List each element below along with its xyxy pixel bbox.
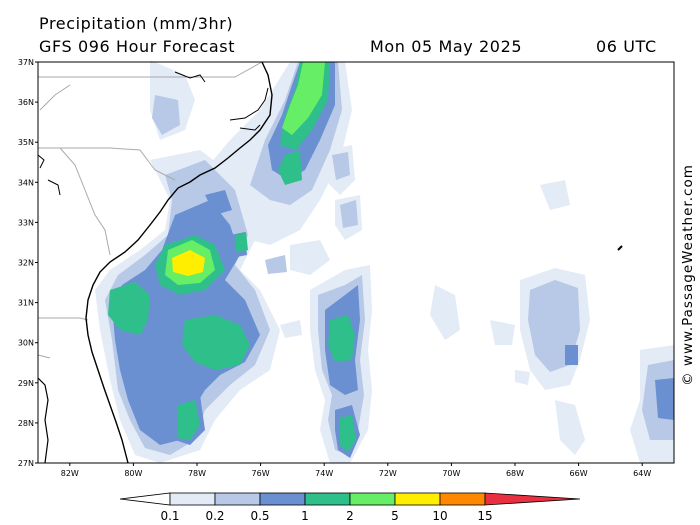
forecast-subtitle: GFS 096 Hour Forecast	[39, 37, 236, 56]
lat-label: 33N	[18, 218, 34, 227]
valid-time: 06 UTC	[596, 37, 657, 56]
lat-label: 31N	[18, 299, 34, 308]
colorbar-segment	[304, 492, 351, 506]
lon-label: 78W	[188, 469, 206, 478]
lat-label: 28N	[18, 419, 34, 428]
precipitation-colorbar: 0.1 0.2 0.5 1 2 5 10 15	[119, 492, 581, 523]
colorbar-segment	[119, 492, 171, 506]
colorbar-label: 0.5	[250, 509, 269, 523]
lon-label: 82W	[61, 469, 79, 478]
coastline	[37, 61, 623, 464]
colorbar-label: 0.2	[205, 509, 224, 523]
lat-label: 34N	[18, 178, 34, 187]
lon-label: 68W	[506, 469, 524, 478]
valid-date: Mon 05 May 2025	[370, 37, 523, 56]
colorbar-segment	[349, 492, 396, 506]
colorbar-segment	[394, 492, 441, 506]
colorbar-segment	[484, 492, 581, 506]
lon-label: 64W	[633, 469, 651, 478]
lat-label: 37N	[18, 58, 34, 67]
colorbar-label: 15	[477, 509, 492, 523]
latitude-axis: 37N 36N 35N 34N 33N 32N 31N 30N 29N 28N 27N	[18, 58, 38, 468]
credit-text: © www.PassageWeather.com	[680, 164, 696, 386]
lon-label: 74W	[315, 469, 333, 478]
lon-label: 80W	[124, 469, 142, 478]
lat-label: 29N	[18, 379, 34, 388]
lat-label: 32N	[18, 259, 34, 268]
colorbar-segment	[439, 492, 486, 506]
lon-label: 70W	[442, 469, 460, 478]
colorbar-label: 5	[391, 509, 399, 523]
colorbar-segment	[169, 492, 216, 506]
map-title: Precipitation (mm/3hr)	[39, 14, 234, 33]
colorbar-segment	[214, 492, 261, 506]
colorbar-label: 0.1	[160, 509, 179, 523]
colorbar-label: 10	[432, 509, 447, 523]
precipitation-field	[95, 60, 674, 463]
lat-label: 35N	[18, 138, 34, 147]
lat-label: 30N	[18, 339, 34, 348]
credit-watermark: © www.PassageWeather.com	[678, 150, 698, 400]
lon-label: 76W	[252, 469, 270, 478]
colorbar-label: 2	[346, 509, 354, 523]
colorbar-label: 1	[301, 509, 309, 523]
colorbar-segment	[259, 492, 306, 506]
longitude-axis: 82W 80W 78W 76W 74W 72W 70W 68W 66W 64W	[61, 463, 651, 478]
lat-label: 27N	[18, 459, 34, 468]
lon-label: 72W	[379, 469, 397, 478]
lat-label: 36N	[18, 98, 34, 107]
lon-label: 66W	[570, 469, 588, 478]
